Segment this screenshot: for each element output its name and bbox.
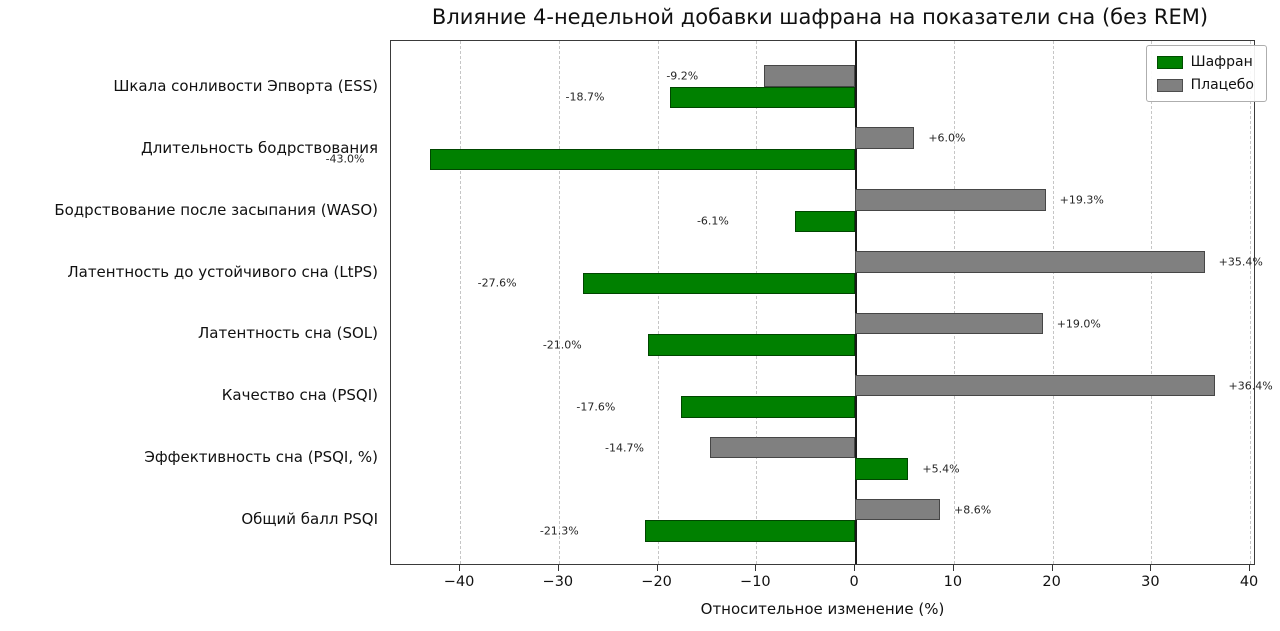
gridline bbox=[1250, 41, 1252, 564]
bar-value-label: +8.6% bbox=[954, 503, 992, 517]
bar-value-label: +6.0% bbox=[928, 131, 966, 145]
x-tick-mark bbox=[1249, 565, 1251, 571]
gridline bbox=[657, 41, 659, 564]
placebo-color-swatch bbox=[1156, 78, 1183, 92]
saffron-color-swatch bbox=[1156, 55, 1183, 69]
bar-placebo bbox=[855, 250, 1205, 273]
y-tick-label: Эффективность сна (PSQI, %) bbox=[144, 448, 378, 467]
x-tick-label: 0 bbox=[849, 574, 859, 590]
x-tick-mark bbox=[755, 565, 757, 571]
x-tick-mark bbox=[854, 565, 856, 571]
x-tick-label: −40 bbox=[443, 574, 475, 590]
bar-value-label: -14.7% bbox=[605, 441, 644, 455]
bar-placebo bbox=[855, 374, 1215, 397]
bar-saffron bbox=[647, 334, 856, 357]
bar-value-label: +35.4% bbox=[1218, 255, 1263, 269]
y-tick-label: Латентность до устойчивого сна (LtPS) bbox=[67, 262, 378, 281]
bar-value-label: -9.2% bbox=[666, 69, 699, 83]
bar-saffron bbox=[794, 210, 856, 233]
bar-value-label: +19.0% bbox=[1056, 317, 1101, 331]
gridline bbox=[953, 41, 955, 564]
legend-item-placebo: Плацебо bbox=[1156, 77, 1254, 93]
bar-saffron bbox=[644, 520, 856, 543]
bar-saffron bbox=[855, 458, 909, 481]
x-tick-mark bbox=[952, 565, 954, 571]
bar-placebo bbox=[764, 64, 856, 87]
gridline bbox=[460, 41, 462, 564]
bar-placebo bbox=[709, 436, 856, 459]
x-tick-mark bbox=[459, 565, 461, 571]
y-tick-label: Длительность бодрствования bbox=[141, 138, 378, 157]
legend-label-saffron: Шафран bbox=[1190, 54, 1253, 70]
y-tick-label: Бодрствование после засыпания (WASO) bbox=[54, 200, 378, 219]
gridline bbox=[1052, 41, 1054, 564]
y-tick-label: Качество сна (PSQI) bbox=[221, 386, 378, 405]
bar-placebo bbox=[855, 126, 915, 149]
x-axis-label: Относительное изменение (%) bbox=[700, 600, 945, 618]
bar-value-label: +19.3% bbox=[1059, 193, 1104, 207]
x-tick-label: 20 bbox=[1042, 574, 1061, 590]
bar-value-label: +36.4% bbox=[1228, 379, 1273, 393]
legend-label-placebo: Плацебо bbox=[1190, 77, 1254, 93]
x-tick-mark bbox=[656, 565, 658, 571]
plot-area: -9.2% -18.7% +6.0% -43.0% +19.3% -6.1% +35.4% -… bbox=[326, 40, 1273, 565]
x-tick-mark bbox=[1150, 565, 1152, 571]
bar-value-label: -17.6% bbox=[576, 400, 616, 414]
y-tick-label: Шкала сонливости Эпворта (ESS) bbox=[113, 76, 378, 95]
x-tick-label: 40 bbox=[1239, 574, 1259, 590]
bar-saffron bbox=[430, 148, 856, 171]
bar-saffron bbox=[670, 86, 856, 109]
bar-value-label: -27.6% bbox=[477, 276, 517, 290]
bar-placebo bbox=[855, 498, 940, 521]
bar-placebo bbox=[855, 188, 1046, 211]
x-tick-label: −10 bbox=[740, 574, 771, 590]
bar-value-label: -43.0% bbox=[325, 152, 365, 166]
x-tick-label: −30 bbox=[542, 574, 574, 590]
x-tick-mark bbox=[557, 565, 559, 571]
y-tick-label: Общий балл PSQI bbox=[241, 510, 378, 529]
gridline bbox=[1151, 41, 1153, 564]
bar-saffron bbox=[582, 272, 856, 295]
bar-value-label: -6.1% bbox=[696, 214, 729, 228]
bar-value-label: -18.7% bbox=[565, 90, 605, 104]
bar-value-label: -21.0% bbox=[542, 338, 582, 352]
bar-value-label: +5.4% bbox=[922, 462, 960, 476]
bar-value-label: -21.3% bbox=[539, 524, 579, 538]
y-tick-label: Латентность сна (SOL) bbox=[198, 324, 378, 343]
bar-placebo bbox=[855, 312, 1043, 335]
x-tick-mark bbox=[1051, 565, 1053, 571]
chart-title: Влияние 4-недельной добавки шафрана на п… bbox=[431, 5, 1209, 29]
legend: Шафран Плацебо bbox=[1145, 45, 1267, 102]
x-tick-label: 10 bbox=[943, 574, 963, 590]
bar-saffron bbox=[681, 396, 856, 419]
gridline bbox=[756, 41, 758, 564]
x-tick-label: −20 bbox=[641, 574, 672, 590]
gridline bbox=[558, 41, 560, 564]
zero-line bbox=[855, 41, 858, 564]
x-tick-label: 30 bbox=[1141, 574, 1160, 590]
legend-item-saffron: Шафран bbox=[1156, 54, 1254, 70]
